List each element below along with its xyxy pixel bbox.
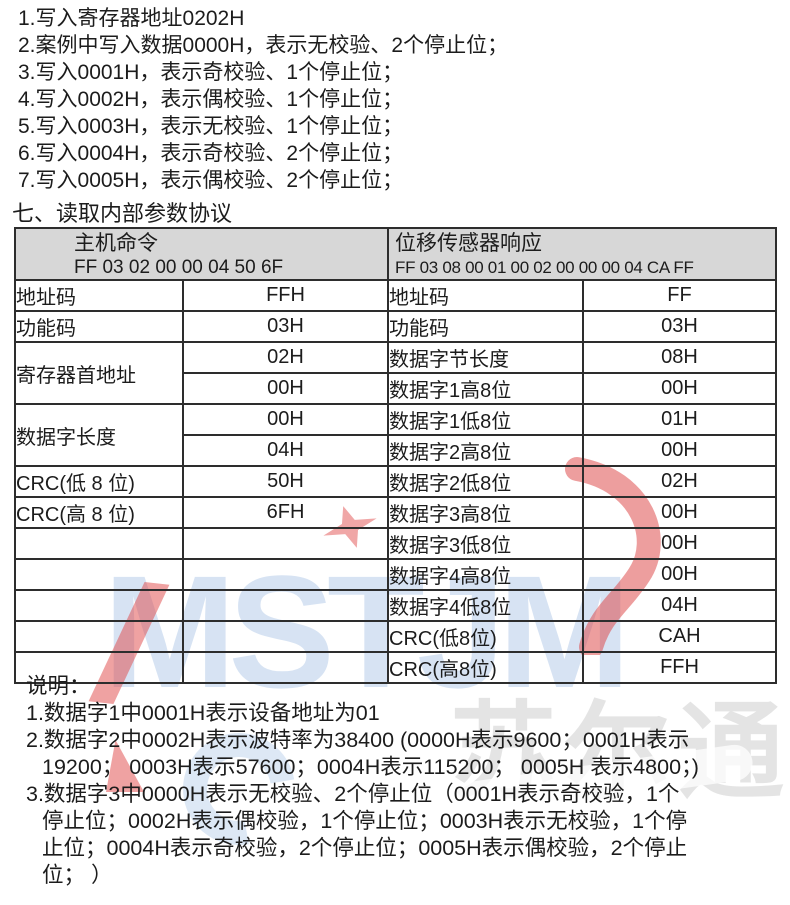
host-label-cell <box>14 527 184 560</box>
list-item: 7.写入0005H，表示偶校验、2个停止位； <box>18 169 404 192</box>
response-value-cell: CAH <box>582 620 778 653</box>
response-label-cell: 数据字4高8位 <box>387 558 585 591</box>
host-label-cell: 寄存器首地址 <box>14 341 184 405</box>
table-row: 04H 数据字2高8位 00H <box>15 434 778 467</box>
table-row: 数据字长度 00H 数据字1低8位 01H <box>14 403 778 467</box>
host-frame-hex: FF 03 02 00 00 04 50 6F <box>74 257 284 278</box>
response-value-cell: 00H <box>582 372 778 405</box>
host-value-cell: 04H <box>181 434 390 467</box>
host-label-cell: 地址码 <box>14 279 184 312</box>
note-line: 位； ） <box>42 863 113 887</box>
response-value-cell: 01H <box>582 403 778 436</box>
host-value-cell: 00H <box>181 372 390 405</box>
notes-block: 说明： 1.数据字1中0001H表示设备地址为01 2.数据字2中0002H表示… <box>26 673 699 889</box>
response-frame-hex: FF 03 08 00 01 00 02 00 00 00 04 CA FF <box>395 258 694 277</box>
host-label-cell: CRC(低 8 位) <box>14 465 184 498</box>
table-row: CRC(低 8 位) 50H 数据字2低8位 02H <box>14 465 778 498</box>
host-label-cell <box>14 589 184 622</box>
host-label-cell <box>14 620 184 653</box>
response-value-cell: 00H <box>582 434 778 467</box>
response-value-cell: 00H <box>582 496 778 529</box>
protocol-table: 主机命令 FF 03 02 00 00 04 50 6F 位移传感器响应 FF … <box>13 227 778 684</box>
host-value-cell: FFH <box>181 279 390 312</box>
response-value-cell: 03H <box>582 310 778 343</box>
note-line: 1.数据字1中0001H表示设备地址为01 <box>26 701 380 725</box>
list-item: 4.写入0002H，表示偶校验、1个停止位； <box>18 88 404 111</box>
list-item: 1.写入寄存器地址0202H <box>18 7 245 30</box>
list-item: 2.案例中写入数据0000H，表示无校验、2个停止位； <box>18 34 509 57</box>
response-label-cell: 数据字3低8位 <box>387 527 585 560</box>
note-line: 停止位；0002H表示偶校验，1个停止位；0003H表示无校验，1个停 <box>42 809 688 833</box>
host-label-cell: CRC(高 8 位) <box>14 496 184 529</box>
table-row: 数据字4高8位 00H <box>14 558 778 591</box>
host-value-cell: 03H <box>181 310 390 343</box>
response-value-cell: FF <box>582 279 778 312</box>
notes-heading: 说明： <box>26 674 91 698</box>
list-item: 5.写入0003H，表示无校验、1个停止位； <box>18 115 404 138</box>
table-row: 数据字3低8位 00H <box>14 527 778 560</box>
response-value-cell: 00H <box>582 527 778 560</box>
table-row: 数据字4低8位 04H <box>14 589 778 622</box>
response-label-cell: 数据字1高8位 <box>387 372 585 405</box>
host-value-cell: 02H <box>181 341 390 374</box>
response-value-cell: 08H <box>582 341 778 374</box>
section-title: 七、读取内部参数协议 <box>12 201 233 226</box>
response-label-cell: CRC(高8位) <box>387 651 585 684</box>
host-value-cell <box>181 558 390 591</box>
table-row: 地址码 FFH 地址码 FF <box>14 279 778 312</box>
table-row: 寄存器首地址 02H 数据字节长度 08H <box>14 341 778 405</box>
response-label-cell: 数据字1低8位 <box>387 403 585 436</box>
response-label-cell: 数据字2低8位 <box>387 465 585 498</box>
host-value-cell <box>181 527 390 560</box>
response-value-cell: FFH <box>582 651 778 684</box>
response-label-cell: 数据字3高8位 <box>387 496 585 529</box>
host-label-cell <box>14 558 184 591</box>
table-row: 功能码 03H 功能码 03H <box>14 310 778 343</box>
host-command-header-cell: 主机命令 FF 03 02 00 00 04 50 6F <box>13 227 390 281</box>
host-value-cell: 50H <box>181 465 390 498</box>
response-value-cell: 02H <box>582 465 778 498</box>
response-label-cell: 功能码 <box>387 310 585 343</box>
table-row: CRC(低8位) CAH <box>14 620 778 653</box>
table-row: 00H 数据字1高8位 00H <box>15 372 778 405</box>
response-header-cell: 位移传感器响应 FF 03 08 00 01 00 02 00 00 00 04… <box>387 227 778 281</box>
response-label-cell: 数据字节长度 <box>387 341 585 374</box>
response-label-cell: 数据字2高8位 <box>387 434 585 467</box>
host-value-cell: 00H <box>181 403 390 436</box>
list-item: 6.写入0004H，表示奇校验、2个停止位； <box>18 142 404 165</box>
note-line: 止位；0004H表示奇校验，2个停止位；0005H表示偶校验，2个停止 <box>42 836 688 860</box>
list-item: 3.写入0001H，表示奇校验、1个停止位； <box>18 61 404 84</box>
response-label-cell: 地址码 <box>387 279 585 312</box>
response-value-cell: 00H <box>582 558 778 591</box>
note-line: 19200； 0003H表示57600；0004H表示115200； 0005H… <box>42 755 699 779</box>
response-value-cell: 04H <box>582 589 778 622</box>
table-row: CRC(高 8 位) 6FH 数据字3高8位 00H <box>14 496 778 529</box>
host-value-cell <box>181 589 390 622</box>
host-label-cell: 数据字长度 <box>14 403 184 467</box>
host-value-cell: 6FH <box>181 496 390 529</box>
host-title: 主机命令 <box>74 232 158 255</box>
note-line: 2.数据字2中0002H表示波特率为38400 (0000H表示9600；000… <box>26 728 690 752</box>
note-line: 3.数据字3中0000H表示无校验、2个停止位（0001H表示奇校验，1个 <box>26 782 680 806</box>
response-title: 位移传感器响应 <box>395 232 543 255</box>
table-header-row: 主机命令 FF 03 02 00 00 04 50 6F 位移传感器响应 FF … <box>13 227 778 281</box>
host-value-cell <box>181 651 390 684</box>
write-examples-list: 1.写入寄存器地址0202H 2.案例中写入数据0000H，表示无校验、2个停止… <box>18 5 508 194</box>
response-label-cell: CRC(低8位) <box>387 620 585 653</box>
host-value-cell <box>181 620 390 653</box>
host-label-cell: 功能码 <box>14 310 184 343</box>
response-label-cell: 数据字4低8位 <box>387 589 585 622</box>
